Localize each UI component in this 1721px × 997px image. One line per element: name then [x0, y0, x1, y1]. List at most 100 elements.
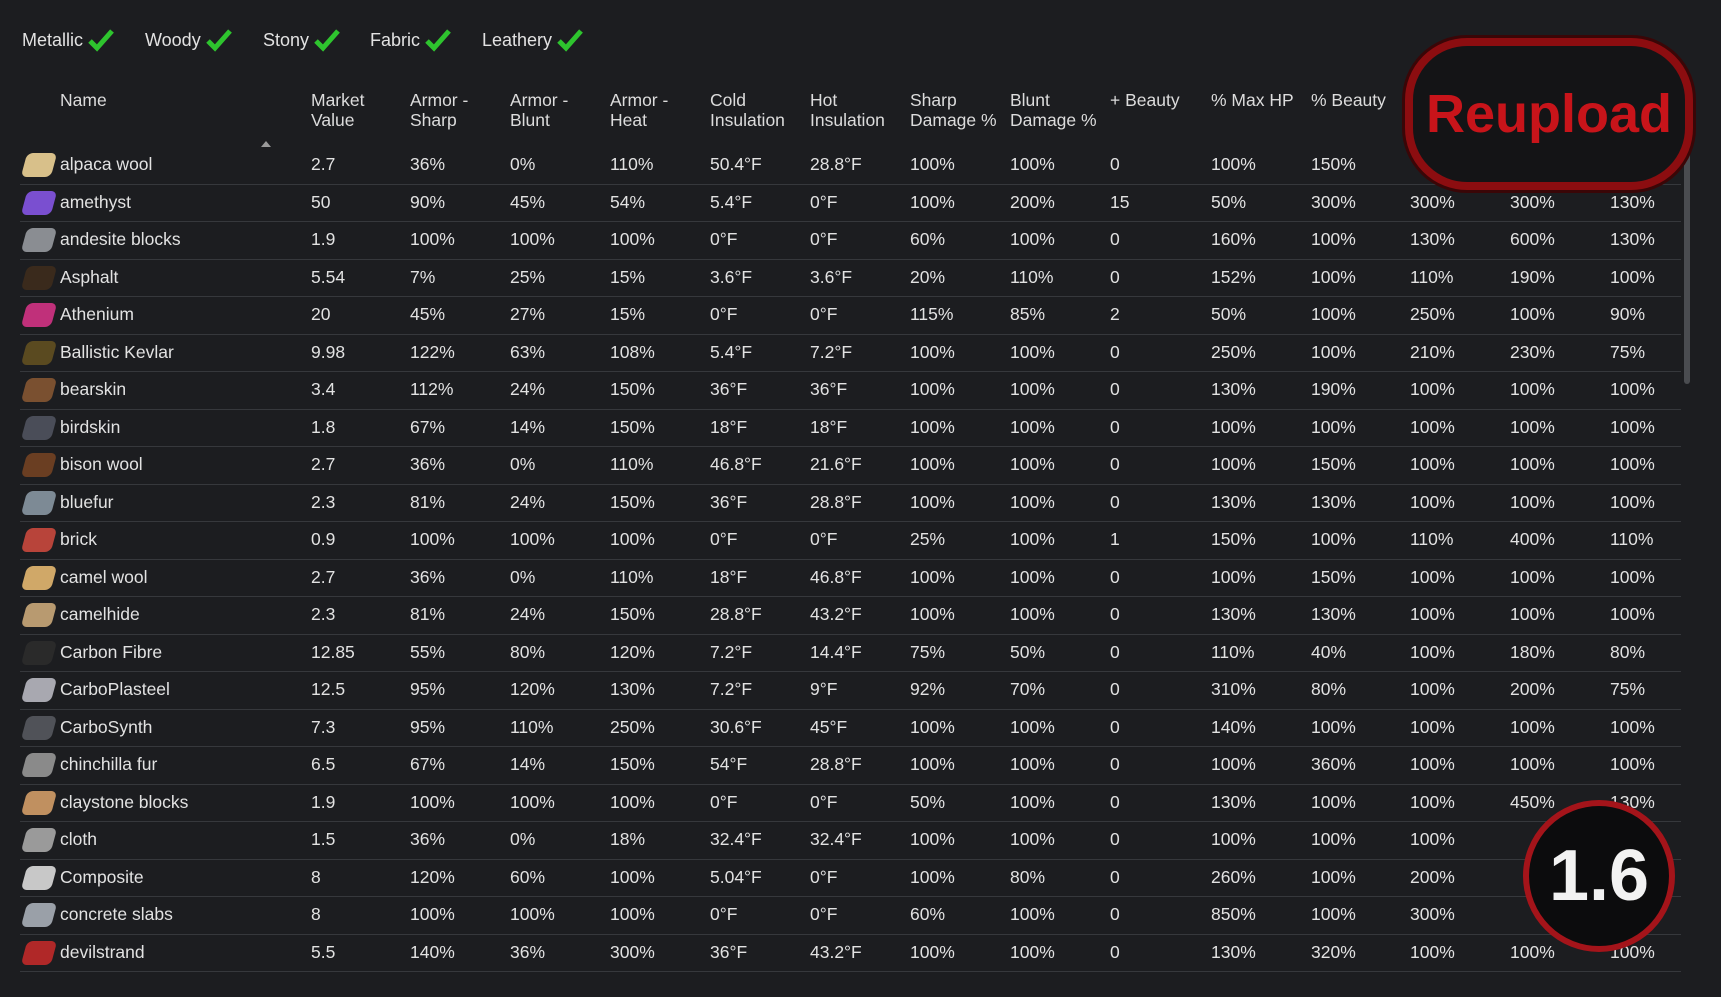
table-row[interactable]: cloth 1.5 36% 0% 18% 32.4°F 32.4°F 100% 100% 0 100… [20, 821, 1681, 860]
stat-cell: 110% [510, 716, 554, 737]
stat-cell: 92% [910, 679, 946, 699]
stat-cell: 100% [410, 904, 455, 924]
material-icon [20, 228, 58, 252]
table-row[interactable]: birdskin 1.8 67% 14% 150% 18°F 18°F 100% 100% 0 10… [20, 409, 1681, 447]
stat-cell: 100% [1211, 829, 1256, 849]
material-name: cloth [60, 829, 97, 849]
filter-toggle[interactable]: Stony [263, 28, 341, 52]
column-header[interactable]: Cold Insulation [710, 90, 785, 130]
stat-cell: 6.5 [311, 754, 336, 774]
table-row[interactable]: chinchilla fur 6.5 67% 14% 150% 54°F 28.8°F 100… [20, 746, 1681, 785]
material-name: alpaca wool [60, 154, 153, 174]
table-row[interactable]: Composite 8 120% 60% 100% 5.04°F 0°F 100% 80% 0 26… [20, 859, 1681, 897]
stat-cell: 0 [1110, 754, 1120, 774]
stat-cell: 0°F [810, 866, 838, 887]
stat-cell: 24% [510, 604, 546, 624]
stat-cell: 100% [1010, 904, 1055, 924]
stat-cell: 75% [910, 641, 946, 662]
stat-cell: 100% [510, 791, 555, 812]
stat-cell: 100% [1510, 754, 1555, 774]
filter-label: Metallic [22, 29, 84, 50]
table-row[interactable]: CarboPlasteel 12.5 95% 120% 130% 7.2°F 9°F 92% 7… [20, 671, 1681, 710]
filter-toggle[interactable]: Metallic [22, 28, 115, 52]
stat-cell: 150% [1311, 154, 1356, 174]
stat-cell: 100% [610, 791, 655, 812]
stat-cell: 100% [910, 191, 955, 212]
material-name: camelhide [60, 604, 140, 624]
stat-cell: 110% [1211, 641, 1255, 662]
filter-toggle[interactable]: Woody [145, 28, 233, 52]
column-header[interactable]: Name [60, 90, 107, 110]
table-row[interactable]: bluefur 2.3 81% 24% 150% 36°F 28.8°F 100% 100% 0 1… [20, 484, 1681, 522]
filter-toggle[interactable]: Fabric [370, 28, 452, 52]
column-header[interactable]: Blunt Damage % [1010, 90, 1097, 130]
stat-cell: 50.4°F [710, 154, 762, 174]
table-row[interactable]: amethyst 50 90% 45% 54% 5.4°F 0°F 100% 200% 15 50%… [20, 184, 1681, 222]
stat-cell: 36% [410, 454, 446, 474]
material-name: bluefur [60, 491, 114, 512]
material-name: CarboSynth [60, 716, 153, 737]
scrollbar[interactable] [1684, 150, 1690, 384]
column-header[interactable]: Hot Insulation [810, 90, 885, 130]
column-header[interactable]: + Beauty [1110, 90, 1180, 110]
stat-cell: 100% [1010, 829, 1055, 849]
stat-cell: 150% [610, 604, 655, 624]
table-row[interactable]: camel wool 2.7 36% 0% 110% 18°F 46.8°F 100% 100%… [20, 559, 1681, 597]
stat-cell: 95% [410, 716, 446, 737]
table-row[interactable]: claystone blocks 1.9 100% 100% 100% 0°F 0°F 50%… [20, 784, 1681, 822]
material-icon [20, 378, 58, 402]
stat-cell: 100% [1010, 941, 1055, 962]
stat-cell: 150% [1311, 454, 1356, 474]
stat-cell: 100% [1410, 679, 1455, 699]
table-row[interactable]: bearskin 3.4 112% 24% 150% 36°F 36°F 100% 100% 0 1… [20, 371, 1681, 410]
stat-cell: 0 [1110, 641, 1120, 662]
stat-cell: 18% [610, 829, 646, 849]
stat-cell: 12.85 [311, 641, 355, 662]
stat-cell: 100% [910, 829, 955, 849]
table-row[interactable]: brick 0.9 100% 100% 100% 0°F 0°F 25% 100% 1 150% 10… [20, 521, 1681, 560]
column-header[interactable]: Sharp Damage % [910, 90, 997, 130]
table-row[interactable]: Asphalt 5.54 7% 25% 15% 3.6°F 3.6°F 20% 110% 0 152… [20, 259, 1681, 297]
column-header[interactable]: Armor - Sharp [410, 90, 469, 130]
stat-cell: 112% [410, 379, 454, 399]
column-header[interactable]: Armor - Blunt [510, 90, 569, 130]
sort-arrow[interactable] [260, 140, 272, 148]
stat-cell: 100% [1510, 454, 1555, 474]
stat-cell: 0 [1110, 341, 1120, 362]
column-header[interactable]: Market Value [311, 90, 365, 130]
stat-cell: 130% [610, 679, 655, 699]
column-header[interactable]: % Beauty [1311, 90, 1386, 110]
column-header[interactable]: % Max HP [1211, 90, 1294, 110]
table-row[interactable]: andesite blocks 1.9 100% 100% 100% 0°F 0°F 60% 1… [20, 221, 1681, 260]
table-row[interactable]: Carbon Fibre 12.85 55% 80% 120% 7.2°F 14.4°F 75… [20, 634, 1681, 672]
table-row[interactable]: devilstrand 5.5 140% 36% 300% 36°F 43.2°F 100% 1… [20, 934, 1681, 972]
stat-cell: 50% [1010, 641, 1046, 662]
stat-cell: 400% [1510, 529, 1555, 549]
stat-cell: 0 [1110, 154, 1120, 174]
table-row[interactable]: Ballistic Kevlar 9.98 122% 63% 108% 5.4°F 7.2°… [20, 334, 1681, 372]
table-row[interactable]: Athenium 20 45% 27% 15% 0°F 0°F 115% 85% 2 50% 100%… [20, 296, 1681, 335]
stat-cell: 100% [910, 866, 955, 887]
stat-cell: 100% [1410, 566, 1455, 587]
stat-cell: 28.8°F [710, 604, 762, 624]
stat-cell: 46.8°F [810, 566, 862, 587]
table-row[interactable]: CarboSynth 7.3 95% 110% 250% 30.6°F 45°F 100% 10… [20, 709, 1681, 747]
stat-cell: 0°F [710, 529, 738, 549]
column-header[interactable]: Armor - Heat [610, 90, 669, 130]
stat-cell: 0 [1110, 716, 1120, 737]
stat-cell: 100% [1510, 416, 1555, 437]
table-row[interactable]: concrete slabs 8 100% 100% 100% 0°F 0°F 60% 100%… [20, 896, 1681, 935]
table-row[interactable]: camelhide 2.3 81% 24% 150% 28.8°F 43.2°F 100% 10… [20, 596, 1681, 635]
filter-toggle[interactable]: Leathery [482, 28, 584, 52]
stat-cell: 100% [1410, 791, 1455, 812]
stat-cell: 0°F [810, 304, 838, 324]
material-icon [20, 865, 58, 890]
stat-cell: 67% [410, 416, 446, 437]
stat-cell: 190% [1311, 379, 1356, 399]
stat-cell: 100% [1311, 266, 1356, 287]
table-row[interactable]: alpaca wool 2.7 36% 0% 110% 50.4°F 28.8°F 100% 1… [20, 146, 1681, 185]
stat-cell: 32.4°F [810, 829, 862, 849]
table-row[interactable]: bison wool 2.7 36% 0% 110% 46.8°F 21.6°F 100% 10… [20, 446, 1681, 485]
stat-cell: 2.3 [311, 604, 336, 624]
stat-cell: 2.7 [311, 454, 336, 474]
